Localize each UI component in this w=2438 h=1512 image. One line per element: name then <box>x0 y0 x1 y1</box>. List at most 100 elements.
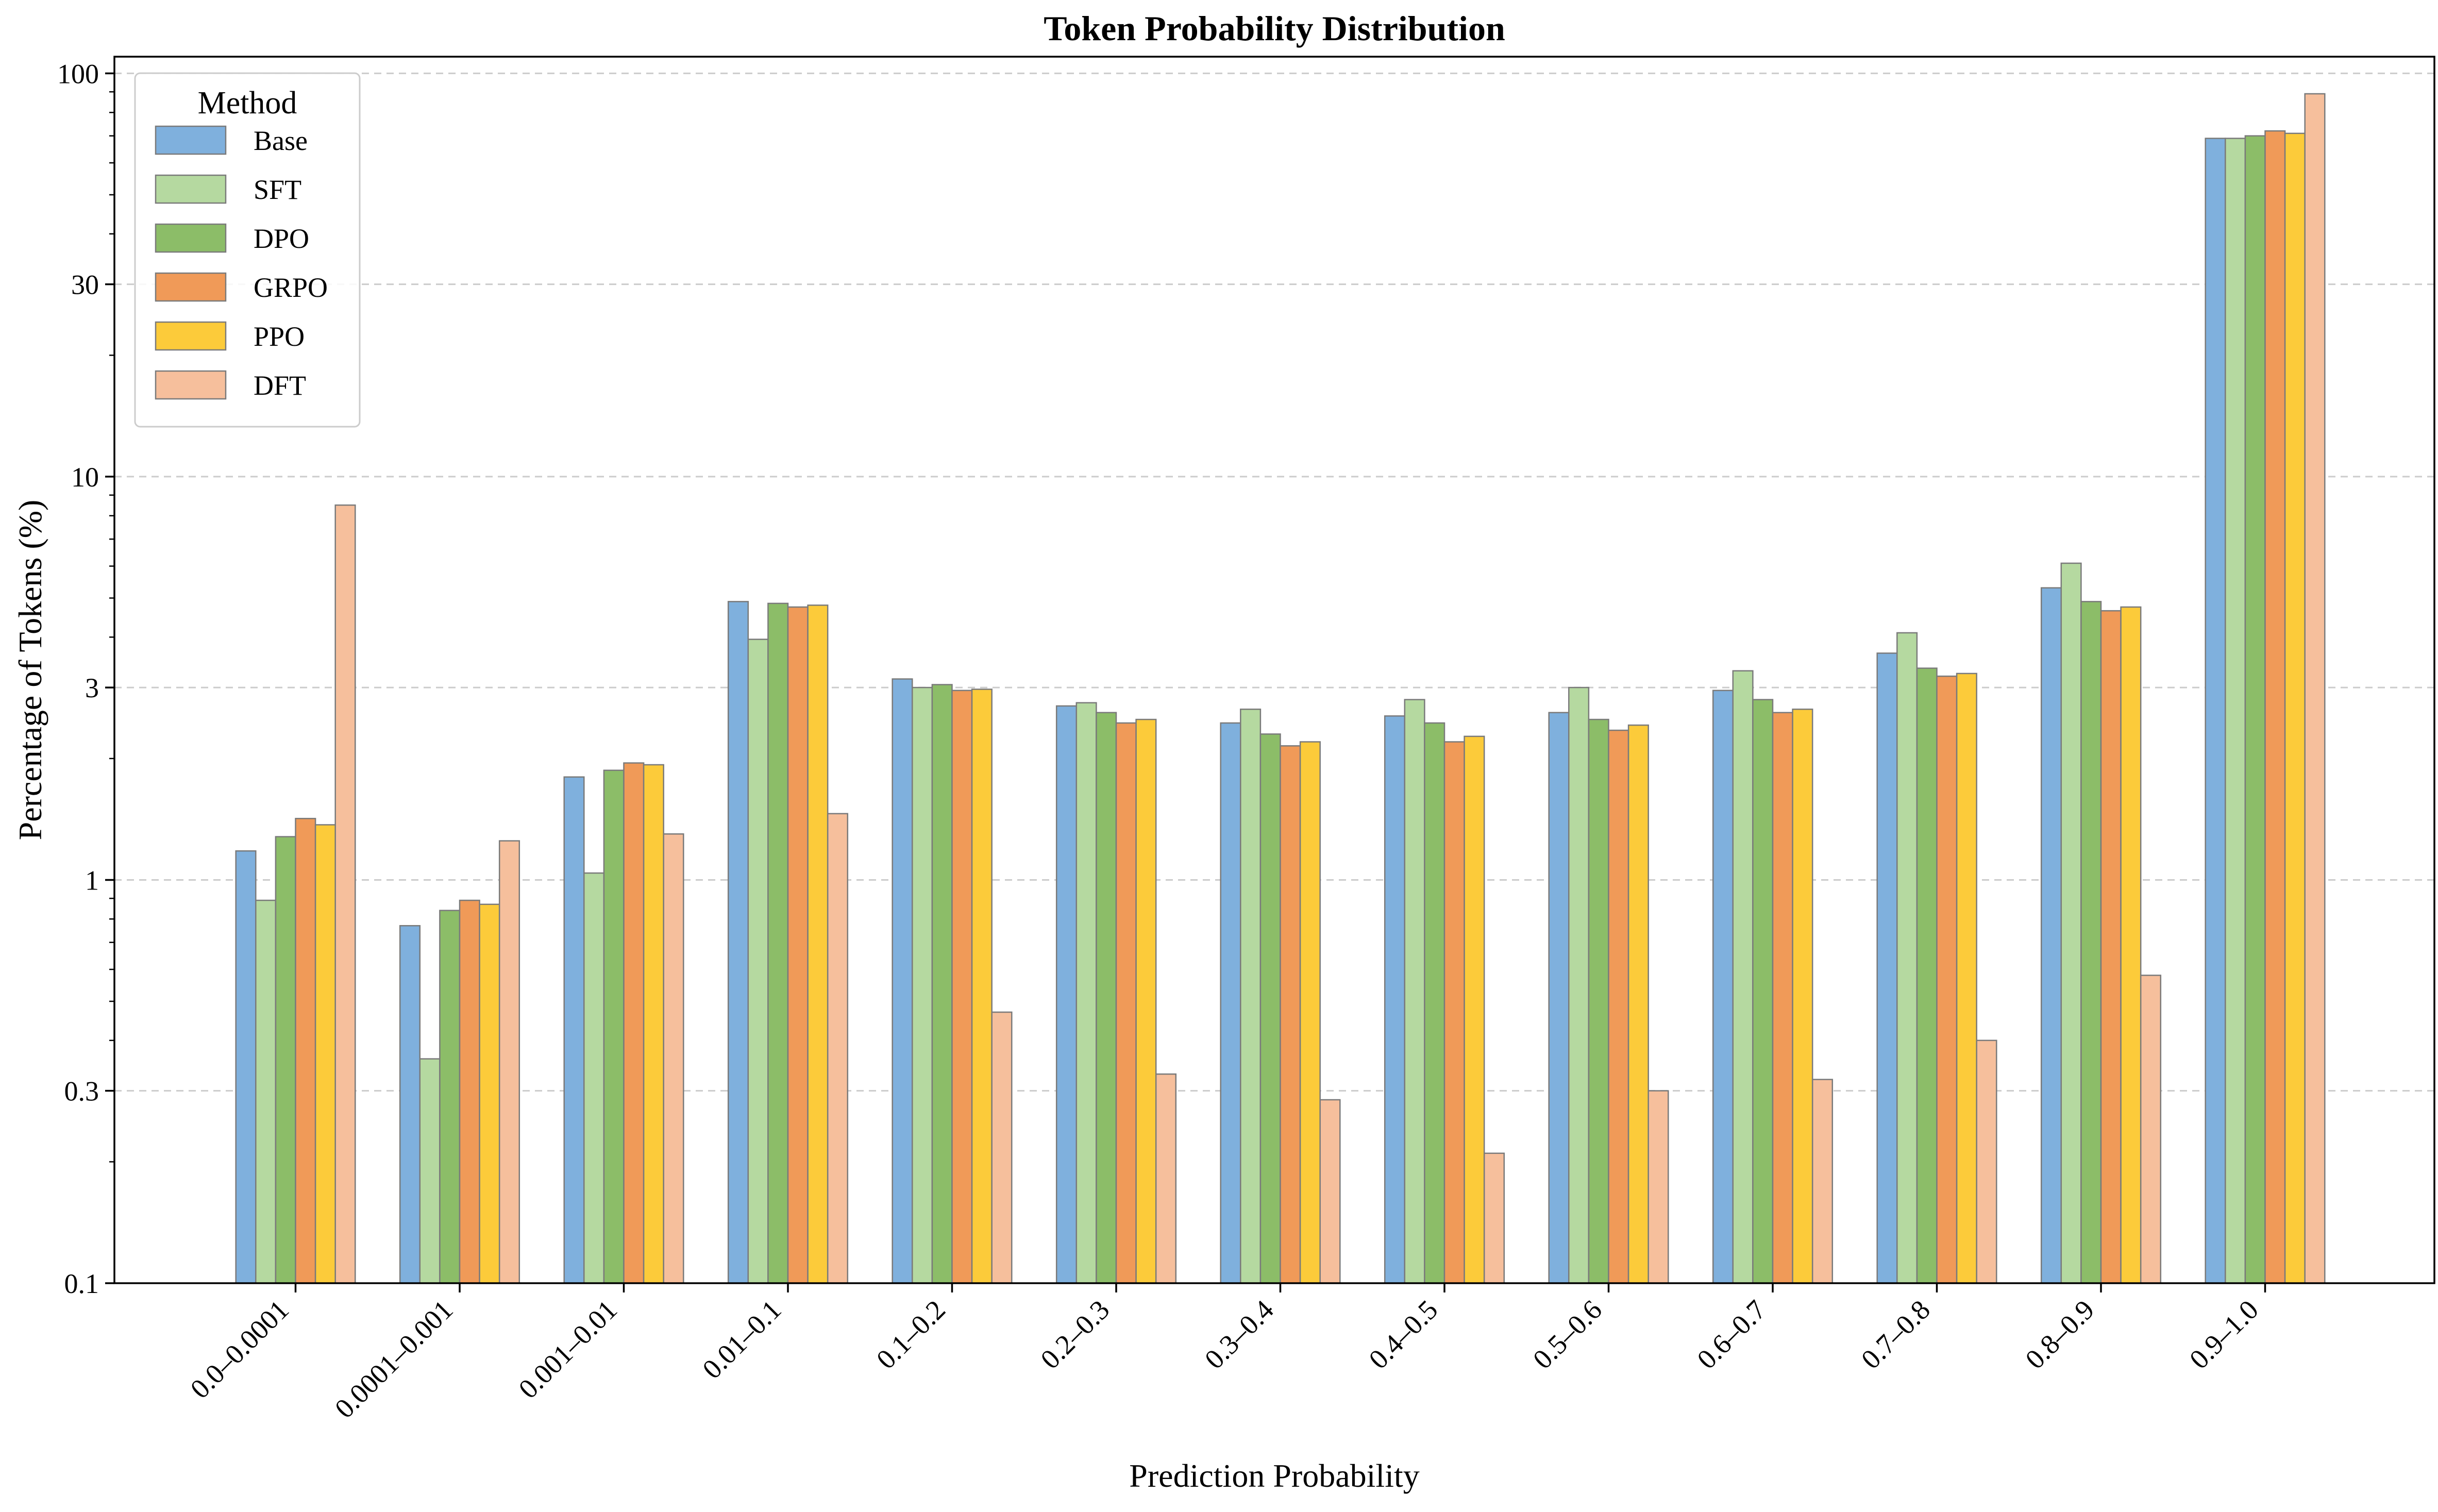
bar-grpo-1 <box>459 899 480 1284</box>
bar-base-1 <box>399 925 421 1284</box>
bar-dpo-2 <box>603 769 625 1284</box>
y-tick-label: 0.3 <box>64 1076 99 1107</box>
bar-grpo-4 <box>951 690 973 1284</box>
y-axis: 0.1 0.3 1 3 10 30 100 <box>57 58 114 1299</box>
bar-sft-10 <box>1896 632 1918 1284</box>
bar-sft-5 <box>1075 702 1097 1284</box>
bar-base-9 <box>1712 690 1734 1284</box>
legend-swatch-dpo <box>155 223 227 253</box>
bar-ppo-8 <box>1627 724 1649 1284</box>
y-tick-label: 30 <box>71 270 99 300</box>
bar-ppo-10 <box>1956 673 1977 1284</box>
x-axis-label: Prediction Probability <box>1129 1457 1420 1494</box>
legend-swatch-ppo <box>155 321 227 351</box>
legend-swatch-dft <box>155 370 227 400</box>
legend-title: Method <box>198 86 297 121</box>
bar-grpo-2 <box>623 762 645 1284</box>
y-tick-label: 10 <box>71 462 99 493</box>
bar-dpo-1 <box>439 910 461 1284</box>
bar-dpo-5 <box>1096 712 1117 1284</box>
bar-grpo-0 <box>295 818 316 1284</box>
bar-sft-11 <box>2060 562 2082 1284</box>
bar-dft-3 <box>827 813 849 1284</box>
bar-ppo-9 <box>1792 709 1813 1284</box>
bar-sft-3 <box>747 639 769 1284</box>
bar-ppo-12 <box>2284 132 2306 1284</box>
bar-base-0 <box>235 850 257 1284</box>
legend-label-dft: DFT <box>254 370 306 401</box>
bar-dft-8 <box>1647 1090 1669 1284</box>
bar-sft-0 <box>255 899 277 1284</box>
bar-dpo-11 <box>2080 601 2102 1284</box>
bar-grpo-8 <box>1608 729 1629 1284</box>
bar-sft-4 <box>912 686 933 1284</box>
legend-label-dpo: DPO <box>254 223 309 254</box>
bar-dft-9 <box>1811 1079 1834 1284</box>
bar-dpo-4 <box>931 684 953 1284</box>
bar-grpo-10 <box>1936 675 1958 1284</box>
bar-sft-12 <box>2225 138 2246 1284</box>
bar-dpo-8 <box>1588 718 1609 1284</box>
bar-ppo-6 <box>1299 741 1321 1284</box>
bar-dft-7 <box>1483 1152 1505 1284</box>
legend-label-base: Base <box>254 125 308 156</box>
bar-dft-0 <box>334 504 356 1284</box>
bar-dpo-7 <box>1424 722 1445 1284</box>
bar-base-11 <box>2040 587 2062 1284</box>
bar-dft-4 <box>991 1011 1013 1284</box>
bar-grpo-5 <box>1115 722 1137 1284</box>
legend-label-sft: SFT <box>254 174 301 205</box>
bar-ppo-0 <box>314 824 336 1284</box>
plot-frame <box>113 56 2435 1284</box>
y-tick-label: 3 <box>85 673 99 703</box>
y-tick-label: 100 <box>57 58 99 89</box>
bar-dpo-3 <box>767 602 789 1284</box>
bar-dft-11 <box>2140 975 2162 1284</box>
bar-base-10 <box>1876 652 1898 1284</box>
bar-ppo-7 <box>1464 735 1485 1284</box>
legend-swatch-grpo <box>155 272 227 302</box>
bar-grpo-12 <box>2264 130 2286 1284</box>
bar-ppo-1 <box>479 903 500 1284</box>
bar-dpo-9 <box>1752 699 1774 1284</box>
bar-dpo-12 <box>2244 135 2266 1284</box>
bar-sft-1 <box>419 1058 441 1284</box>
legend-swatch-base <box>155 125 227 155</box>
bar-base-8 <box>1548 712 1570 1284</box>
bar-ppo-5 <box>1135 718 1157 1284</box>
bar-sft-9 <box>1732 670 1754 1284</box>
bar-dft-6 <box>1319 1099 1341 1284</box>
bar-dft-5 <box>1155 1073 1177 1284</box>
bar-dft-1 <box>498 840 520 1284</box>
bar-sft-7 <box>1404 699 1425 1284</box>
y-axis-label: Percentage of Tokens (%) <box>12 500 48 841</box>
bar-base-2 <box>563 776 585 1284</box>
bar-base-3 <box>727 601 749 1284</box>
bar-grpo-11 <box>2100 610 2122 1284</box>
bar-base-5 <box>1055 705 1078 1284</box>
bar-ppo-3 <box>807 604 829 1284</box>
bar-grpo-6 <box>1280 745 1301 1284</box>
legend-swatch-sft <box>155 174 227 204</box>
legend-label-ppo: PPO <box>254 321 305 352</box>
bar-sft-8 <box>1568 686 1590 1284</box>
bar-grpo-3 <box>787 606 809 1284</box>
bar-sft-2 <box>583 872 605 1284</box>
bar-base-4 <box>892 678 913 1284</box>
legend-label-grpo: GRPO <box>254 272 328 303</box>
bar-base-7 <box>1384 715 1406 1284</box>
bar-ppo-4 <box>971 688 993 1284</box>
bar-ppo-11 <box>2120 606 2142 1284</box>
bar-sft-6 <box>1240 709 1262 1284</box>
bar-grpo-9 <box>1772 712 1793 1284</box>
chart-title: Token Probability Distribution <box>1044 9 1505 48</box>
bar-base-12 <box>2205 138 2226 1284</box>
y-tick-label: 1 <box>85 865 99 896</box>
bar-dft-2 <box>663 833 684 1284</box>
bar-grpo-7 <box>1443 741 1465 1284</box>
bar-dft-12 <box>2304 93 2326 1284</box>
bar-dpo-0 <box>275 836 296 1284</box>
bar-dpo-10 <box>1916 667 1938 1284</box>
bar-ppo-2 <box>643 764 664 1284</box>
